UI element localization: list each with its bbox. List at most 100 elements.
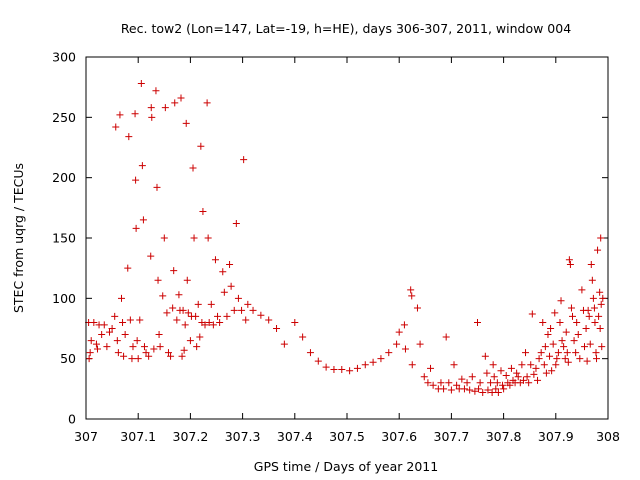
data-point xyxy=(429,381,437,389)
data-point xyxy=(445,379,453,387)
data-point xyxy=(440,385,448,393)
data-point xyxy=(112,123,120,131)
data-point xyxy=(594,246,602,254)
data-point xyxy=(500,385,508,393)
data-point xyxy=(145,352,153,360)
data-point xyxy=(551,309,559,317)
data-point xyxy=(591,318,599,326)
data-point xyxy=(207,300,215,308)
data-point xyxy=(560,343,568,351)
data-point xyxy=(232,220,240,228)
data-point xyxy=(596,325,604,332)
data-point xyxy=(194,300,202,308)
data-point xyxy=(471,387,479,395)
data-point xyxy=(238,306,246,314)
data-point xyxy=(570,337,578,345)
x-tick-label: 307 xyxy=(74,429,98,444)
data-point xyxy=(125,133,133,141)
data-point xyxy=(189,164,197,172)
data-point xyxy=(549,340,557,348)
y-tick-label: 100 xyxy=(52,291,76,306)
data-point xyxy=(220,288,228,296)
data-point xyxy=(479,388,487,396)
data-point xyxy=(131,110,139,118)
data-point xyxy=(124,264,132,272)
data-point xyxy=(152,87,160,95)
data-point xyxy=(562,328,570,336)
data-point xyxy=(488,388,496,396)
data-point xyxy=(148,113,156,121)
data-point xyxy=(476,379,484,387)
data-point xyxy=(424,379,432,387)
x-tick-label: 307.2 xyxy=(173,429,209,444)
data-point xyxy=(192,312,200,320)
data-point xyxy=(581,343,589,351)
data-point xyxy=(114,349,122,357)
data-point xyxy=(353,364,361,372)
data-point xyxy=(413,304,421,312)
data-point xyxy=(567,304,575,312)
data-point xyxy=(265,316,273,324)
y-tick-label: 0 xyxy=(68,412,76,427)
data-point xyxy=(502,372,510,380)
data-point xyxy=(416,340,424,348)
data-point xyxy=(170,267,178,275)
data-point xyxy=(393,340,401,348)
data-point xyxy=(153,183,161,191)
data-point xyxy=(530,370,538,378)
data-point xyxy=(558,337,566,345)
data-point xyxy=(346,367,354,375)
data-point xyxy=(552,361,560,369)
data-point xyxy=(196,333,204,341)
data-point xyxy=(113,337,121,345)
data-point xyxy=(535,355,543,363)
data-point xyxy=(566,261,574,269)
data-point xyxy=(572,349,580,357)
data-point xyxy=(584,306,592,314)
data-point xyxy=(85,355,93,363)
data-point xyxy=(514,373,522,381)
data-point xyxy=(546,352,554,360)
data-point xyxy=(211,256,219,264)
data-point xyxy=(119,318,127,326)
data-point xyxy=(86,349,94,357)
data-point xyxy=(593,355,601,363)
data-point xyxy=(573,318,581,326)
data-point xyxy=(121,331,129,339)
data-point xyxy=(173,316,181,324)
x-tick-label: 307.8 xyxy=(486,429,522,444)
data-point xyxy=(523,373,531,381)
y-tick-label: 50 xyxy=(60,351,76,366)
data-point xyxy=(474,318,481,326)
data-point xyxy=(280,340,288,348)
data-point xyxy=(193,343,201,351)
data-point xyxy=(466,386,474,394)
data-point xyxy=(160,234,168,242)
data-point xyxy=(484,386,492,394)
data-point xyxy=(595,312,603,320)
data-point xyxy=(204,234,212,242)
data-point xyxy=(134,355,142,363)
data-point xyxy=(527,361,535,369)
data-point xyxy=(169,304,177,312)
data-point xyxy=(563,349,571,357)
data-point xyxy=(92,340,100,348)
data-point xyxy=(242,316,250,324)
x-tick-label: 307.1 xyxy=(120,429,156,444)
data-point xyxy=(155,331,163,339)
data-point xyxy=(574,331,582,339)
data-point xyxy=(182,119,190,127)
data-point xyxy=(553,355,561,363)
data-point xyxy=(98,331,106,339)
data-point xyxy=(171,99,179,107)
x-axis-label: GPS time / Days of year 2011 xyxy=(254,459,438,474)
data-point xyxy=(565,256,573,264)
data-point xyxy=(179,306,187,314)
data-point xyxy=(540,361,548,369)
data-point xyxy=(140,343,148,351)
data-point xyxy=(494,388,502,396)
x-tick-label: 307.9 xyxy=(538,429,574,444)
data-point xyxy=(90,318,98,326)
data-point xyxy=(585,312,593,320)
